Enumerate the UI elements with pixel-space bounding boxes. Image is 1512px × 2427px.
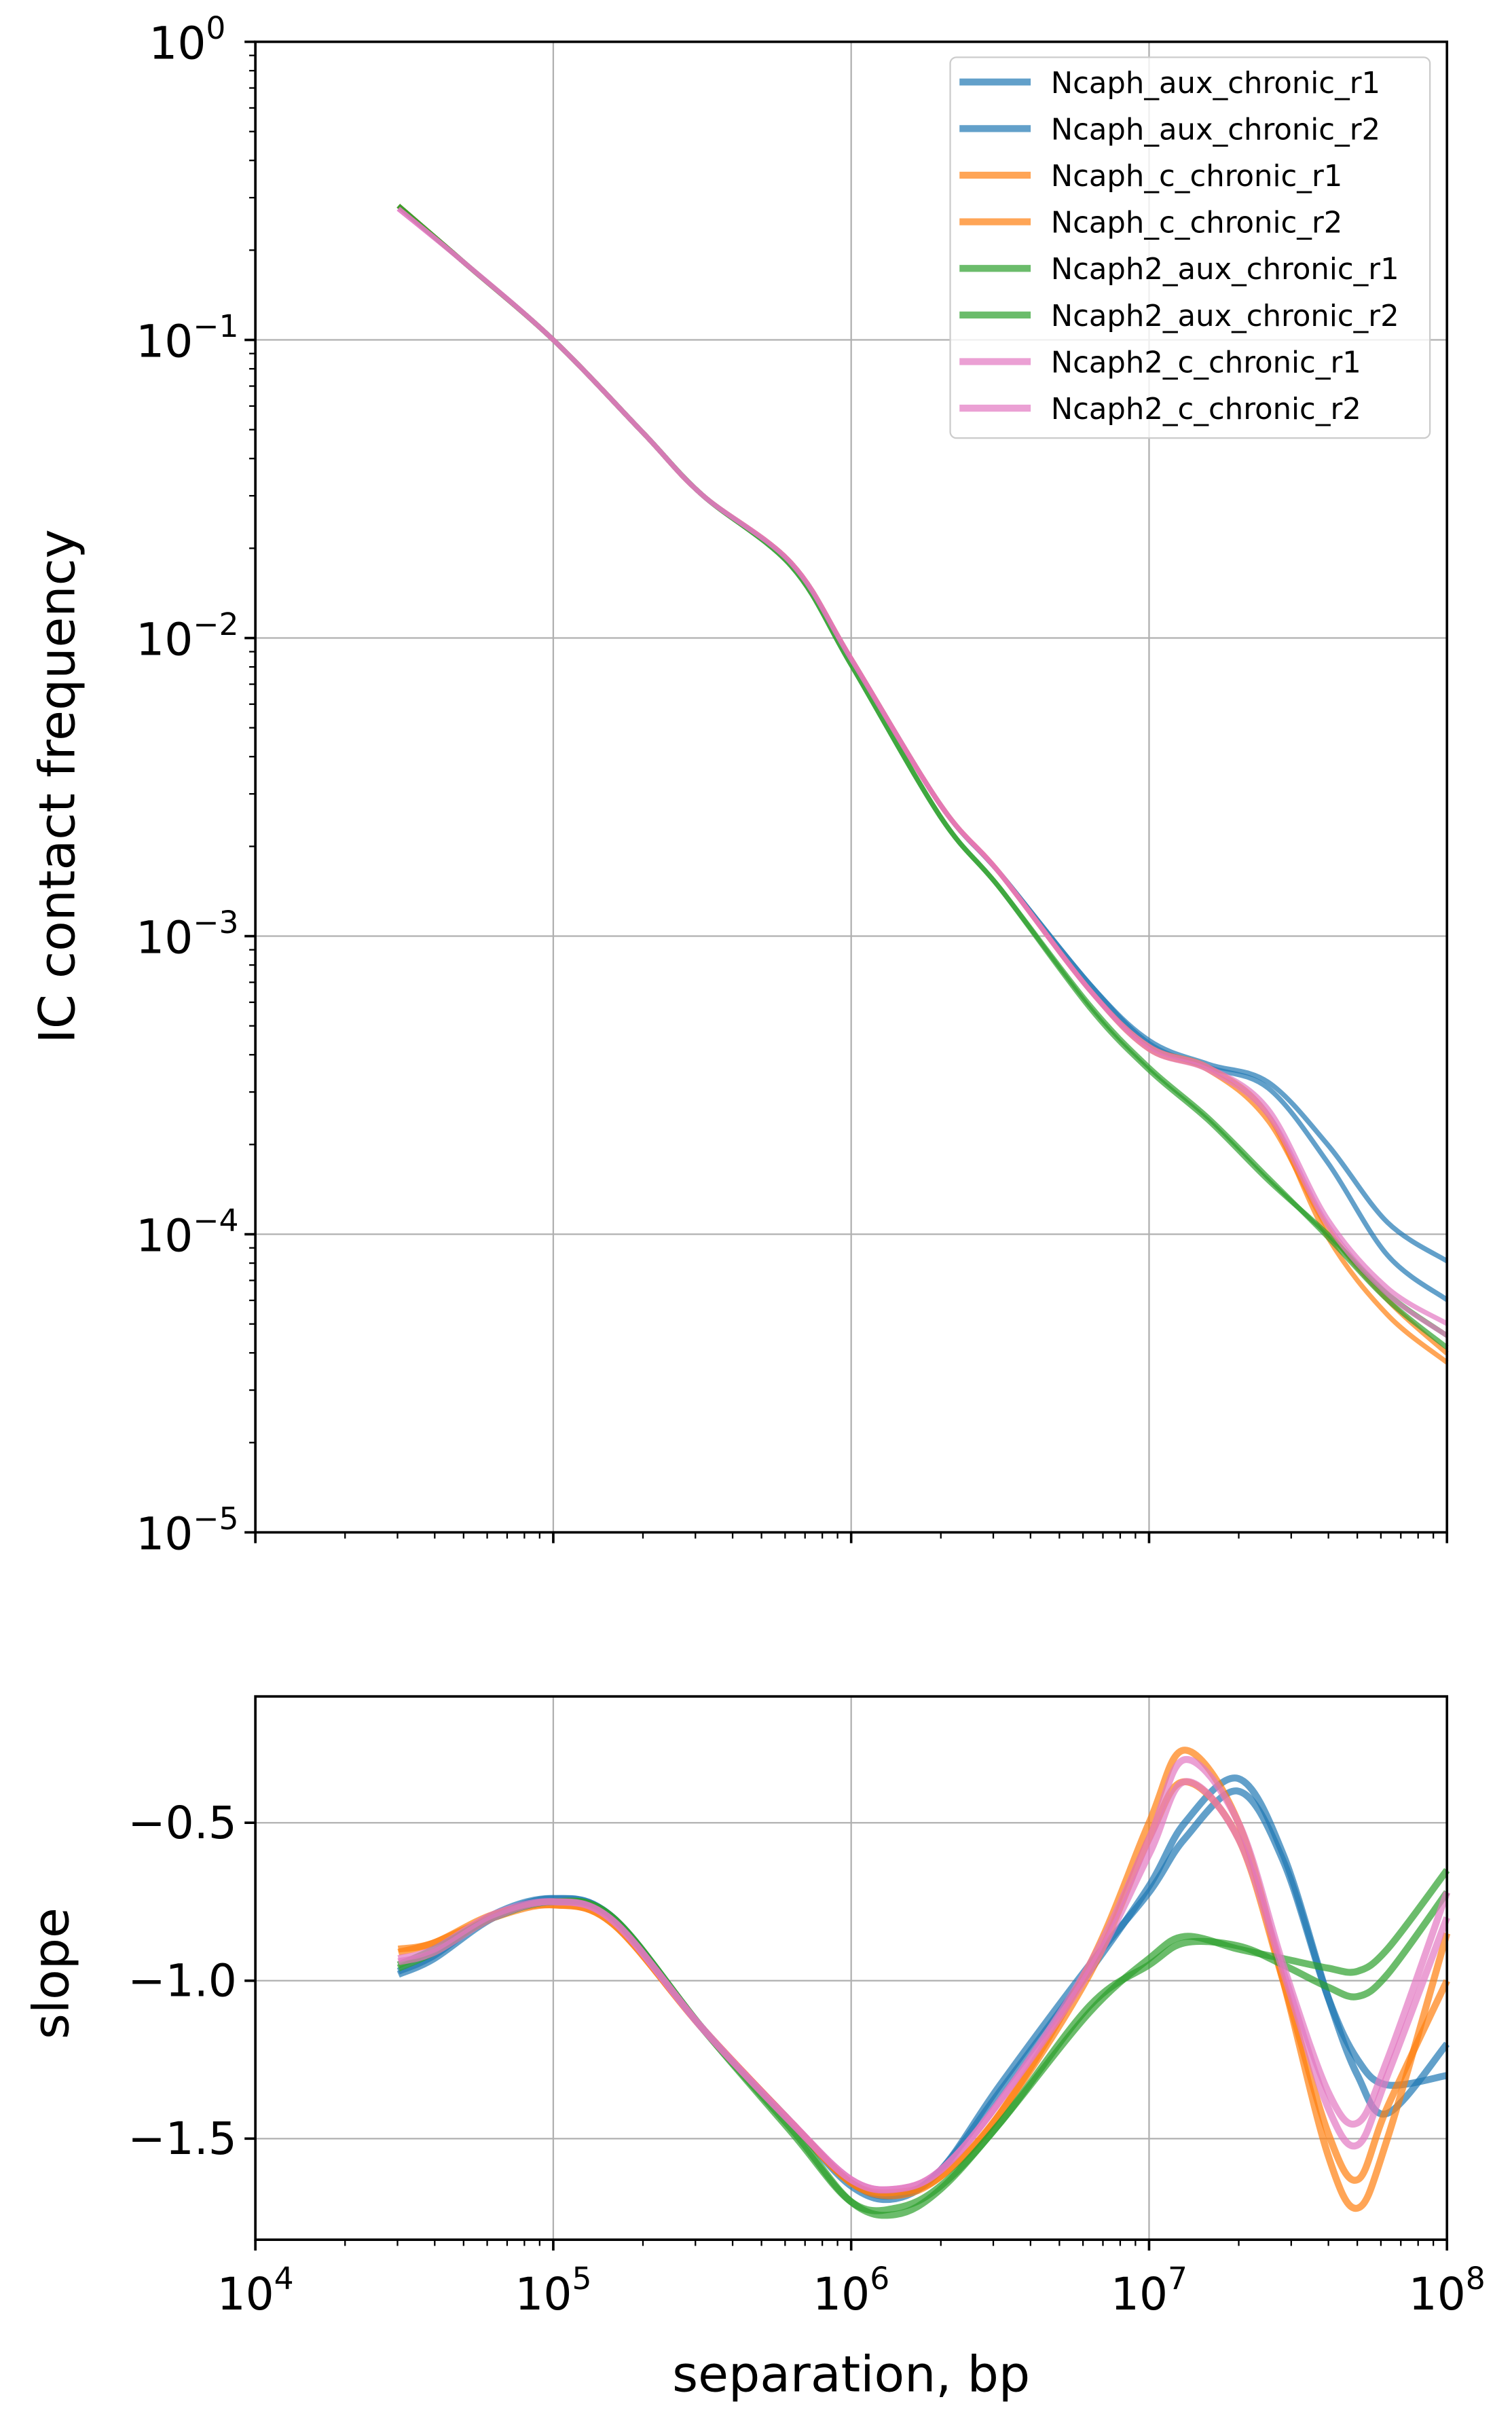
legend-label: Ncaph2_aux_chronic_r2: [1051, 299, 1399, 333]
axes-frame: [254, 1695, 1449, 2242]
contact-frequency-plot: 100 10−1 10−2 10−3 10−4 10−5 Ncaph_aux_chronic…: [136, 10, 1449, 1561]
legend-box: [949, 56, 1431, 439]
y-tick-label: −1.0: [128, 1955, 236, 2007]
legend-label: Ncaph_c_chronic_r1: [1051, 160, 1343, 194]
legend-label: Ncaph2_c_chronic_r1: [1051, 346, 1361, 380]
x-tick-label: 107: [1111, 2261, 1187, 2320]
legend-label: Ncaph_c_chronic_r2: [1051, 206, 1343, 240]
series-line-Ncaph2_c_chronic_r1: [397, 1756, 1451, 2193]
y-tick-label: 100: [149, 10, 225, 70]
y-tick-label: 10−1: [136, 308, 238, 368]
series-line-Ncaph2_c_chronic_r2: [397, 206, 1449, 1338]
x-tick-label: 108: [1409, 2261, 1486, 2320]
legend-label: Ncaph2_c_chronic_r2: [1051, 393, 1361, 426]
y-tick-label: 10−3: [136, 905, 238, 964]
series-line-Ncaph2_aux_chronic_r2: [397, 1890, 1450, 2214]
slope-plot: −0.5 −1.0 −1.5 104 105 106 107 108: [128, 1695, 1486, 2320]
axes-frame: [254, 40, 1449, 1534]
y-tick-label: 10−5: [136, 1501, 238, 1561]
legend-label: Ncaph_aux_chronic_r2: [1051, 113, 1380, 147]
x-tick-label: 105: [515, 2261, 591, 2320]
y-axis-label-bottom: slope: [22, 1908, 80, 2039]
x-axis-label: separation, bp: [672, 2346, 1030, 2404]
y-tick-label: −0.5: [128, 1797, 236, 1849]
legend: Ncaph_aux_chronic_r1 Ncaph_aux_chronic_r2…: [949, 56, 1431, 439]
x-tick-label: 106: [813, 2261, 889, 2320]
y-tick-label: 10−2: [136, 606, 238, 666]
legend-label: Ncaph_aux_chronic_r1: [1051, 67, 1380, 101]
legend-label: Ncaph2_aux_chronic_r1: [1051, 253, 1399, 287]
y-axis-label-top: IC contact frequency: [29, 529, 86, 1043]
y-tick-label: 10−4: [136, 1203, 238, 1262]
series-line-Ncaph2_aux_chronic_r1: [397, 1867, 1450, 2219]
x-tick-label: 104: [217, 2261, 294, 2320]
series-line-Ncaph2_c_chronic_r2: [397, 1778, 1451, 2193]
y-tick-label: −1.5: [128, 2113, 236, 2165]
